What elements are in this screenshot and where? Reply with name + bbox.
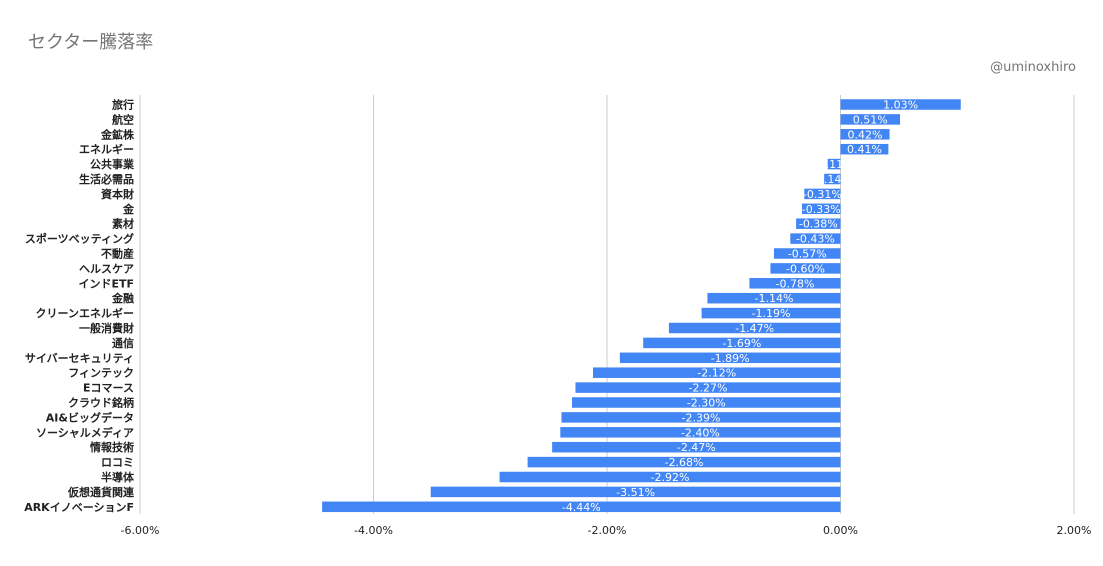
chart-title: セクター騰落率 — [28, 32, 154, 53]
data-label: -3.51% — [616, 486, 655, 499]
data-label: -0.14% — [813, 173, 852, 186]
data-label: -1.47% — [735, 322, 774, 335]
data-label: -2.12% — [697, 367, 736, 380]
bar — [668, 322, 841, 334]
data-label: -0.11% — [815, 158, 854, 171]
bars — [322, 99, 961, 513]
x-tick-label: -2.00% — [588, 524, 627, 537]
data-label: -1.14% — [754, 292, 793, 305]
bar — [560, 427, 841, 438]
bar — [801, 203, 841, 215]
data-label: -1.69% — [722, 337, 761, 350]
data-label: -2.40% — [681, 426, 720, 439]
category-label: ソーシャルメディア — [36, 425, 134, 439]
data-label: 0.51% — [853, 113, 888, 126]
data-label: -2.47% — [677, 441, 716, 454]
category-label: クリーンエネルギー — [36, 306, 134, 320]
category-label: 資本財 — [101, 187, 134, 201]
category-labels: 旅行航空金鉱株エネルギー公共事業生活必需品資本財金素材スポーツベッティング不動産… — [24, 98, 135, 514]
bar — [707, 292, 841, 304]
bar — [571, 397, 841, 408]
category-label: 一般消費財 — [79, 321, 134, 335]
bar — [749, 278, 841, 289]
category-label: 情報技術 — [90, 440, 134, 454]
x-tick-label: -6.00% — [121, 524, 160, 537]
data-label: -2.68% — [665, 456, 704, 469]
category-label: 生活必需品 — [79, 172, 134, 186]
bar — [499, 471, 841, 483]
category-label: サイバーセキュリティ — [25, 352, 134, 365]
bar — [840, 143, 889, 155]
data-label: -2.30% — [687, 397, 726, 410]
data-label: -0.78% — [776, 277, 815, 290]
data-label: -1.89% — [711, 352, 750, 365]
data-label: -4.44% — [562, 501, 601, 514]
data-label: 0.42% — [848, 128, 883, 141]
category-label: インドETF — [78, 277, 134, 290]
x-tick-label: 2.00% — [1057, 524, 1092, 537]
x-tick-label: 0.00% — [823, 524, 858, 537]
data-label: -0.57% — [788, 248, 827, 261]
bar — [701, 307, 841, 319]
data-label: -0.43% — [796, 233, 835, 246]
category-label: ARKイノベーションF — [24, 501, 134, 514]
category-label: ロコミ — [101, 456, 134, 469]
category-label: 航空 — [112, 112, 134, 126]
bar — [527, 456, 841, 468]
category-label: 半導体 — [101, 470, 135, 484]
bar — [840, 114, 901, 125]
bar — [840, 99, 961, 110]
bar — [592, 367, 841, 378]
category-label: フィンテック — [68, 367, 134, 380]
category-label: Eコマース — [83, 382, 134, 395]
bar — [322, 501, 841, 513]
bar — [804, 188, 841, 200]
category-label: 金融 — [111, 291, 134, 305]
x-tick-label: -4.00% — [354, 524, 393, 537]
category-label: 素材 — [112, 217, 134, 231]
category-label: 金 — [122, 202, 135, 216]
data-label: -0.60% — [786, 262, 825, 275]
category-label: 公共事業 — [90, 157, 135, 171]
bar — [619, 352, 841, 364]
watermark: @uminoxhiro — [990, 60, 1076, 75]
data-label: 1.03% — [883, 99, 918, 112]
data-label: -1.19% — [752, 307, 791, 320]
bar — [552, 441, 841, 453]
bar — [770, 263, 841, 274]
data-label: -2.92% — [651, 471, 690, 484]
bar — [643, 337, 841, 349]
category-label: スポーツベッティング — [25, 232, 134, 246]
x-axis-ticks: -6.00% -4.00% -2.00% 0.00% 2.00% — [121, 524, 1092, 537]
data-label: -0.38% — [799, 218, 838, 231]
bar — [840, 129, 890, 140]
bar — [824, 173, 841, 185]
data-label: -0.31% — [803, 188, 842, 201]
category-label: 不動産 — [101, 247, 134, 261]
bar — [773, 248, 841, 259]
data-label: 0.41% — [847, 143, 882, 156]
bar — [575, 382, 841, 393]
bar — [796, 218, 841, 229]
category-label: AI&ビッグデータ — [46, 410, 134, 424]
category-label: エネルギー — [79, 142, 134, 156]
category-label: クラウド銘柄 — [68, 396, 134, 410]
category-label: 旅行 — [112, 98, 134, 112]
bar — [790, 233, 841, 244]
bar — [827, 158, 841, 170]
bar — [430, 486, 841, 498]
data-labels: 1.03%0.51% 0.42% 0.41% -0.11% -0.14% -0.31% -0… — [562, 99, 918, 514]
category-label: ヘルスケア — [79, 262, 134, 275]
category-label: 通信 — [112, 336, 134, 350]
data-label: -0.33% — [802, 203, 841, 216]
bar — [561, 412, 841, 423]
category-label: 仮想通貨関連 — [67, 485, 135, 499]
category-label: 金鉱株 — [100, 127, 135, 141]
data-label: -2.27% — [689, 382, 728, 395]
data-label: -2.39% — [682, 411, 721, 424]
